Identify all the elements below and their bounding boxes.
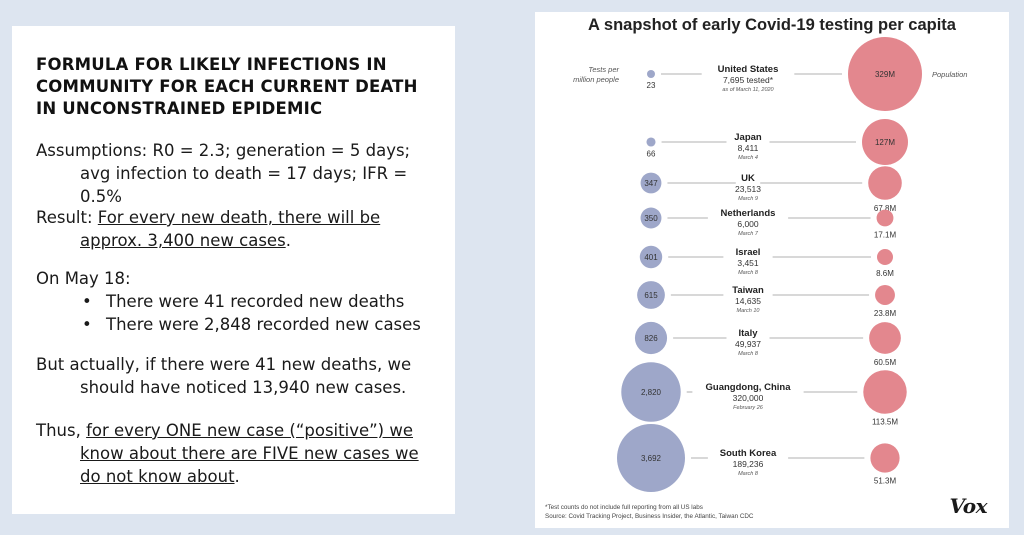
tests-bubble — [646, 137, 656, 147]
bullet-text-cases: There were 2,848 recorded new cases — [106, 315, 421, 334]
population-series-label: Population — [932, 70, 967, 79]
bullet-text-deaths: There were 41 recorded new deaths — [106, 292, 405, 311]
row-name-label: UK — [741, 173, 755, 184]
slide-heading: FORMULA FOR LIKELY INFECTIONS IN COMMUNI… — [36, 55, 418, 118]
assumptions-line-1: Assumptions: R0 = 2.3; generation = 5 da… — [36, 141, 411, 160]
thus-line-1: for every ONE new case (“positive”) we — [86, 421, 413, 440]
testing-bubble-chart: A snapshot of early Covid-19 testing per… — [545, 16, 967, 520]
population-value-label: 113.5M — [872, 418, 898, 427]
row-tested-label: 8,411 — [738, 143, 759, 153]
result-end: . — [285, 231, 291, 250]
row-name-label: Italy — [738, 328, 758, 339]
row-name-label: Netherlands — [721, 208, 776, 219]
result-line-2: approx. 3,400 new cases — [80, 231, 286, 250]
thus-paragraph: Thus, for every ONE new case (“positive”… — [36, 419, 446, 488]
thus-end: . — [234, 467, 240, 486]
tests-series-label: million people — [573, 75, 619, 84]
thus-line-3: do not know about — [80, 467, 235, 486]
population-value-label: 51.3M — [874, 477, 897, 486]
result-paragraph: Result: For every new death, there will … — [36, 206, 446, 252]
may-paragraph: On May 18: • There were 41 recorded new d… — [36, 267, 446, 336]
row-tested-label: 49,937 — [735, 339, 761, 349]
population-bubble — [863, 370, 907, 414]
result-label: Result: — [36, 208, 98, 227]
may-label: On May 18: — [36, 269, 131, 288]
actual-paragraph: But actually, if there were 41 new death… — [36, 353, 446, 399]
row-tested-label: 14,635 — [735, 296, 761, 306]
row-name-label: Guangdong, China — [706, 382, 792, 393]
row-date-label: March 7 — [738, 231, 759, 237]
tests-bubble — [639, 245, 663, 269]
thus-line-2: know about there are FIVE new cases we — [80, 444, 419, 463]
row-date-label: March 8 — [738, 270, 759, 276]
population-bubble — [869, 322, 901, 354]
tests-bubble — [640, 207, 662, 229]
population-bubble — [877, 249, 893, 265]
row-date-label: March 8 — [738, 471, 759, 477]
result-line-1: For every new death, there will be — [97, 208, 381, 227]
row-name-label: Japan — [734, 132, 762, 143]
tests-bubble — [637, 281, 665, 309]
assumptions-paragraph: Assumptions: R0 = 2.3; generation = 5 da… — [36, 139, 446, 208]
population-value-label: 60.5M — [874, 358, 897, 367]
actual-line-1: But actually, if there were 41 new death… — [36, 355, 412, 374]
tests-bubble — [621, 362, 681, 422]
bullet-marker: • — [82, 292, 92, 311]
population-bubble — [862, 119, 908, 165]
tests-value-label: 615 — [644, 291, 658, 300]
tests-value-label: 2,820 — [641, 388, 662, 397]
population-value-label: 17.1M — [874, 230, 897, 239]
population-bubble — [848, 37, 922, 111]
row-name-label: United States — [718, 64, 779, 75]
population-bubble — [875, 285, 895, 305]
row-date-label: March 8 — [738, 351, 759, 357]
population-value-label: 67.8M — [874, 204, 897, 213]
population-value-label: 8.6M — [876, 269, 894, 278]
chart-title: A snapshot of early Covid-19 testing per… — [588, 16, 957, 34]
population-bubble — [870, 443, 900, 473]
tests-value-label: 66 — [647, 150, 656, 159]
tests-value-label: 826 — [644, 334, 658, 343]
row-tested-label: 23,513 — [735, 184, 761, 194]
row-tested-label: 189,236 — [733, 459, 764, 469]
list-item: • There were 41 recorded new deaths — [36, 290, 446, 313]
chart-footnote: *Test counts do not include full reporti… — [545, 504, 703, 511]
population-value-label: 329M — [875, 70, 895, 79]
row-name-label: South Korea — [720, 448, 777, 459]
row-date-label: March 4 — [738, 155, 758, 161]
row-date-label: March 9 — [738, 196, 758, 202]
population-value-label: 127M — [875, 138, 895, 147]
tests-value-label: 3,692 — [641, 454, 662, 463]
chart-source: Source: Covid Tracking Project, Business… — [545, 513, 754, 520]
row-tested-label: 3,451 — [737, 258, 759, 268]
tests-value-label: 401 — [644, 253, 658, 262]
row-tested-label: 7,695 tested* — [723, 75, 774, 85]
row-date-label: March 10 — [737, 308, 761, 314]
row-name-label: Taiwan — [732, 285, 764, 296]
tests-value-label: 23 — [647, 81, 656, 90]
vox-logo: Vox — [949, 494, 988, 518]
tests-value-label: 347 — [644, 179, 658, 188]
tests-series-label: Tests per — [588, 65, 619, 74]
population-bubble — [876, 209, 894, 227]
population-bubble — [868, 166, 902, 200]
tests-bubble — [634, 321, 668, 355]
row-date-label: as of March 11, 2020 — [722, 87, 774, 93]
row-tested-label: 320,000 — [733, 393, 764, 403]
thus-label: Thus, — [36, 421, 87, 440]
tests-bubble — [617, 424, 685, 492]
row-name-label: Israel — [736, 247, 761, 258]
assumptions-line-2: avg infection to death = 17 days; IFR = … — [80, 164, 408, 206]
bullet-marker: • — [82, 315, 92, 334]
population-value-label: 23.8M — [874, 309, 897, 318]
testing-chart-panel: A snapshot of early Covid-19 testing per… — [535, 12, 1009, 528]
row-tested-label: 6,000 — [737, 219, 759, 229]
tests-bubble — [640, 172, 662, 194]
row-date-label: February 26 — [733, 405, 764, 411]
tests-bubble — [647, 70, 655, 78]
formula-slide-panel: FORMULA FOR LIKELY INFECTIONS IN COMMUNI… — [12, 26, 455, 514]
tests-value-label: 350 — [644, 214, 658, 223]
list-item: • There were 2,848 recorded new cases — [36, 313, 446, 336]
actual-line-2: should have noticed 13,940 new cases. — [80, 378, 407, 397]
